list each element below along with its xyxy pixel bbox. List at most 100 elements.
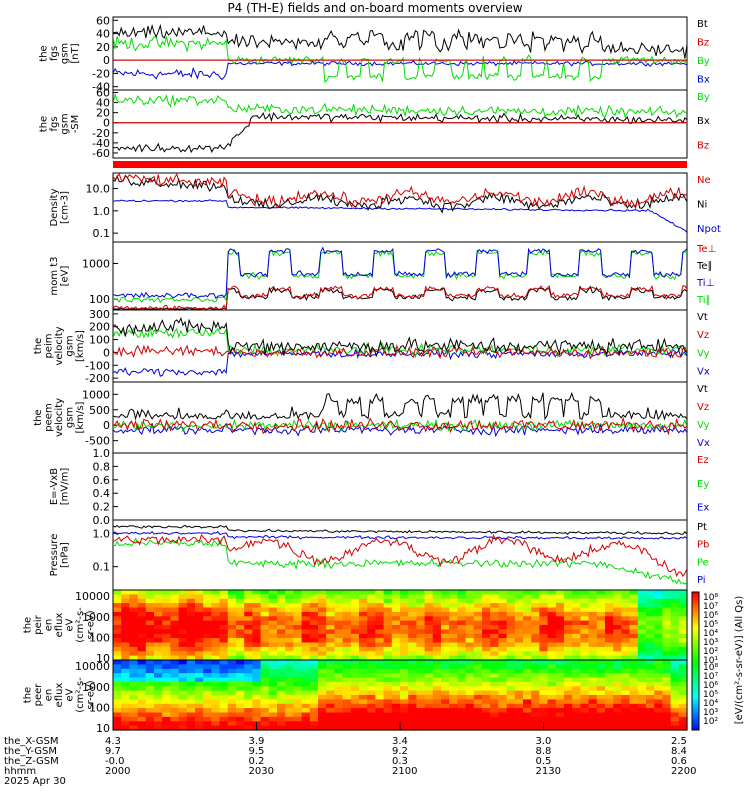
heatmap-cell	[236, 611, 245, 617]
heatmap-cell	[186, 664, 196, 670]
heatmap-cell	[506, 629, 516, 635]
heatmap-cell	[662, 712, 672, 718]
heatmap-cell	[572, 721, 581, 727]
heatmap-cell	[170, 629, 180, 635]
colorbar-cell	[692, 724, 699, 728]
heatmap-cell	[572, 673, 581, 679]
heatmap-cell	[498, 703, 508, 709]
colorbar-cell	[692, 713, 699, 717]
heatmap-cell	[285, 681, 294, 687]
heatmap-cell	[162, 620, 171, 626]
heatmap-cell	[227, 616, 237, 622]
heatmap-cell	[244, 703, 253, 709]
heatmap-cell	[162, 708, 171, 714]
heatmap-cell	[580, 686, 590, 692]
heatmap-cell	[670, 708, 680, 714]
heatmap-cell	[277, 642, 286, 648]
heatmap-cell	[236, 721, 245, 727]
heatmap-cell	[145, 695, 155, 700]
heatmap-cell	[334, 686, 344, 692]
heatmap-cell	[670, 603, 680, 609]
heatmap-cell	[621, 625, 631, 630]
heatmap-cell	[482, 603, 491, 609]
heatmap-cell	[498, 681, 508, 687]
heatmap-cell	[268, 681, 278, 687]
heatmap-cell	[326, 703, 335, 709]
heatmap-cell	[523, 655, 532, 661]
heatmap-cell	[498, 598, 508, 604]
heatmap-cell	[342, 620, 352, 626]
heatmap-cell	[359, 668, 368, 674]
ephemeris-value: 0.6	[671, 756, 687, 767]
heatmap-cell	[514, 686, 524, 692]
heatmap-cell	[195, 638, 204, 644]
heatmap-cell	[432, 677, 442, 683]
heatmap-cell	[482, 655, 491, 661]
heatmap-cell	[227, 660, 237, 665]
heatmap-cell	[252, 677, 262, 683]
heatmap-cell	[572, 660, 581, 665]
heatmap-cell	[186, 633, 196, 639]
heatmap-cell	[547, 642, 557, 648]
colorbar-tick: 10³	[703, 638, 718, 648]
heatmap-cell	[482, 699, 491, 705]
heatmap-cell	[465, 603, 475, 609]
heatmap-cell	[441, 716, 450, 722]
heatmap-cell	[285, 686, 294, 692]
heatmap-cell	[268, 598, 278, 604]
heatmap-cell	[646, 625, 655, 630]
heatmap-cell	[342, 611, 352, 617]
heatmap-cell	[121, 642, 130, 648]
heatmap-cell	[514, 598, 524, 604]
heatmap-cell	[572, 690, 581, 696]
heatmap-cell	[408, 598, 417, 604]
heatmap-cell	[441, 607, 450, 613]
heatmap-cell	[514, 712, 524, 718]
heatmap-cell	[301, 725, 311, 731]
heatmap-cell	[170, 695, 180, 700]
ephemeris-value: 0.2	[248, 756, 265, 767]
heatmap-cell	[457, 620, 467, 626]
heatmap-cell	[564, 703, 573, 709]
heatmap-cell	[326, 660, 335, 665]
heatmap-cell	[506, 725, 516, 731]
y-axis-label: en	[44, 619, 55, 632]
heatmap-cell	[514, 677, 524, 683]
heatmap-cell	[432, 690, 442, 696]
heatmap-cell	[637, 638, 647, 644]
heatmap-cell	[605, 611, 614, 617]
colorbar-cell	[692, 685, 699, 690]
heatmap-cell	[318, 620, 327, 626]
heatmap-cell	[547, 721, 557, 727]
heatmap-cell	[244, 642, 253, 648]
heatmap-cell	[301, 611, 311, 617]
heatmap-cell	[588, 590, 598, 595]
heatmap-cell	[129, 681, 139, 687]
heatmap-cell	[506, 660, 516, 665]
heatmap-cell	[260, 629, 270, 635]
heatmap-cell	[670, 664, 680, 670]
heatmap-cell	[367, 616, 376, 622]
colorbar-cell	[692, 638, 699, 643]
heatmap-cell	[621, 677, 631, 683]
heatmap-cell	[342, 673, 352, 679]
heatmap-cell	[203, 616, 212, 622]
heatmap-cell	[498, 725, 508, 731]
heatmap-cell	[473, 598, 483, 604]
heatmap-cell	[211, 594, 221, 600]
series-line-Bt	[113, 23, 687, 59]
heatmap-cell	[408, 590, 417, 595]
heatmap-cell	[547, 611, 557, 617]
heatmap-cell	[268, 638, 278, 644]
heatmap-cell	[596, 664, 606, 670]
heatmap-cell	[457, 629, 467, 635]
heatmap-cell	[424, 725, 434, 731]
heatmap-cell	[219, 721, 229, 727]
series-line-By	[113, 92, 687, 119]
colorbar-tick: 10²	[703, 647, 718, 657]
heatmap-cell	[326, 620, 335, 626]
heatmap-cell	[441, 594, 450, 600]
heatmap-cell	[432, 725, 442, 731]
y-tick-label: 10000	[75, 660, 110, 673]
